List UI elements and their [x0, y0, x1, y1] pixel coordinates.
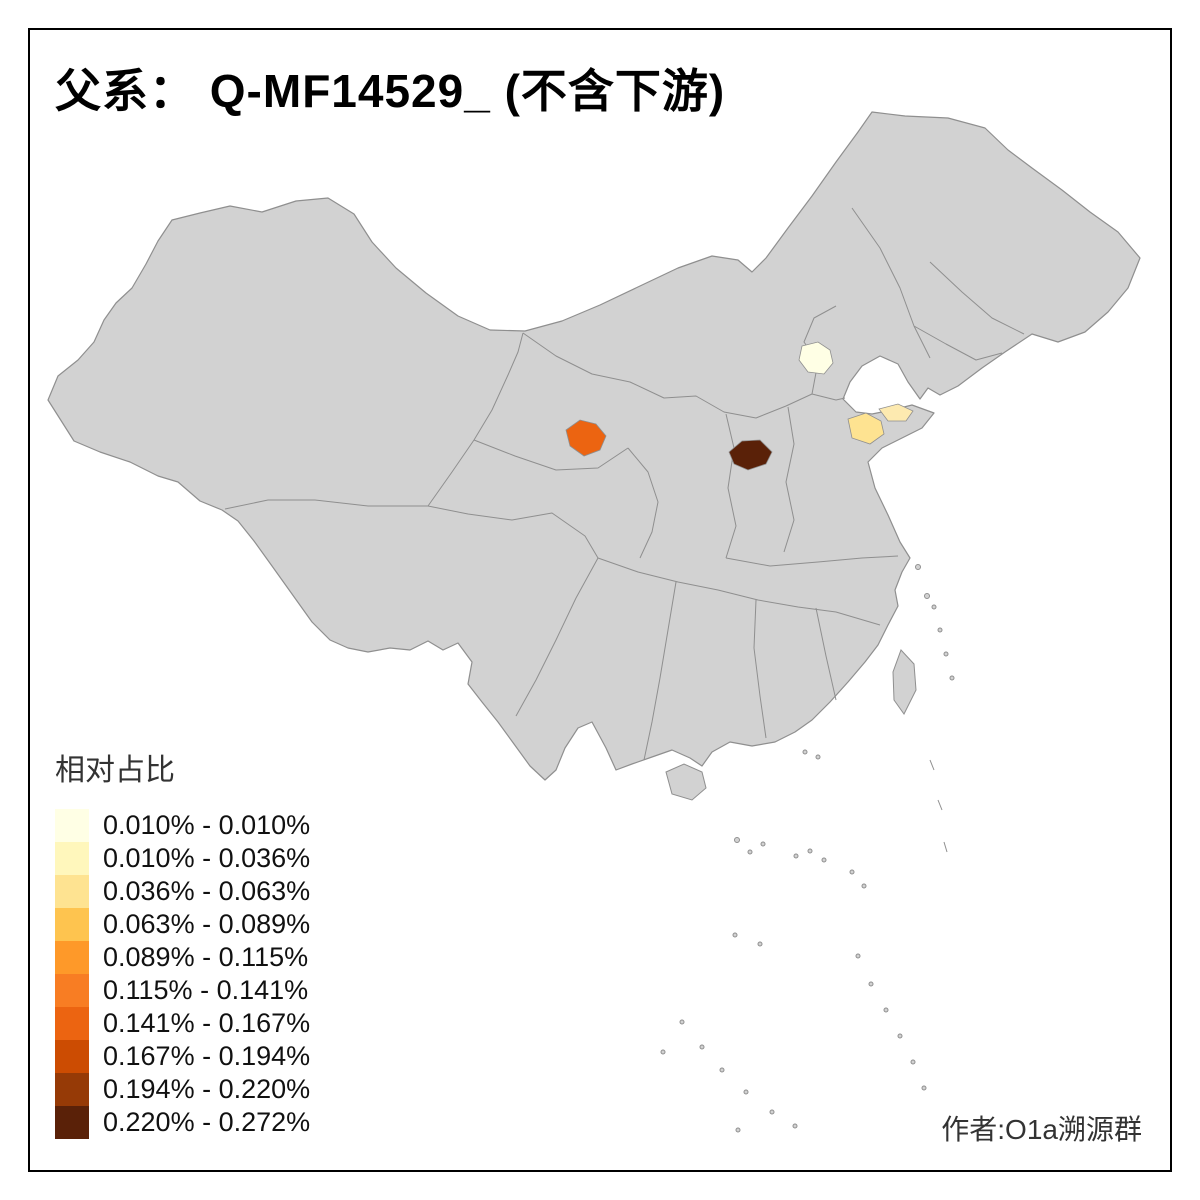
legend-label: 0.063% - 0.089% — [103, 909, 311, 939]
legend-item: 0.141% - 0.167% — [55, 1007, 310, 1040]
legend-item: 0.115% - 0.141% — [55, 974, 310, 1007]
legend-swatch — [55, 1007, 89, 1040]
legend-item: 0.036% - 0.063% — [55, 875, 310, 908]
legend-item: 0.220% - 0.272% — [55, 1106, 310, 1139]
highlighted-regions — [565, 341, 914, 471]
legend-swatch — [55, 842, 89, 875]
legend-item: 0.010% - 0.036% — [55, 842, 310, 875]
legend-item: 0.167% - 0.194% — [55, 1040, 310, 1073]
legend-item: 0.194% - 0.220% — [55, 1073, 310, 1106]
hainan-island — [665, 763, 707, 801]
legend-swatch — [55, 974, 89, 1007]
legend-label: 0.220% - 0.272% — [103, 1107, 311, 1137]
legend-list: 0.010% - 0.010% 0.010% - 0.036% 0.036% - 0… — [55, 809, 310, 1139]
legend-swatch — [55, 1073, 89, 1106]
legend-label: 0.167% - 0.194% — [103, 1041, 311, 1071]
legend-label: 0.141% - 0.167% — [103, 1008, 311, 1038]
legend-label: 0.089% - 0.115% — [103, 942, 309, 972]
legend-swatch — [55, 941, 89, 974]
credit-text: 作者:O1a溯源群 — [941, 1114, 1142, 1145]
legend-swatch — [55, 809, 89, 842]
legend-swatch — [55, 1106, 89, 1139]
legend-item: 0.089% - 0.115% — [55, 941, 310, 974]
legend-item: 0.063% - 0.089% — [55, 908, 310, 941]
legend-label: 0.115% - 0.141% — [103, 975, 309, 1005]
legend: 相对占比 0.010% - 0.010% 0.010% - 0.036% 0.036… — [55, 745, 310, 1139]
page-title: 父系： Q-MF14529_ (不含下游) — [55, 65, 726, 117]
region-shandong-west — [847, 412, 885, 445]
legend-swatch — [55, 1040, 89, 1073]
region-northwest-orange — [565, 419, 607, 457]
south-china-sea-islands — [660, 564, 955, 1133]
legend-title: 相对占比 — [55, 754, 175, 787]
legend-label: 0.010% - 0.036% — [103, 843, 311, 873]
legend-label: 0.036% - 0.063% — [103, 876, 311, 906]
legend-label: 0.010% - 0.010% — [103, 810, 311, 840]
taiwan-island — [892, 649, 917, 715]
region-central-dark — [728, 439, 773, 471]
region-shandong-peninsula — [878, 403, 914, 422]
legend-item: 0.010% - 0.010% — [55, 809, 310, 842]
legend-swatch — [55, 875, 89, 908]
region-beijing — [798, 341, 834, 375]
legend-label: 0.194% - 0.220% — [103, 1074, 311, 1104]
province-borders — [224, 207, 1025, 761]
legend-swatch — [55, 908, 89, 941]
